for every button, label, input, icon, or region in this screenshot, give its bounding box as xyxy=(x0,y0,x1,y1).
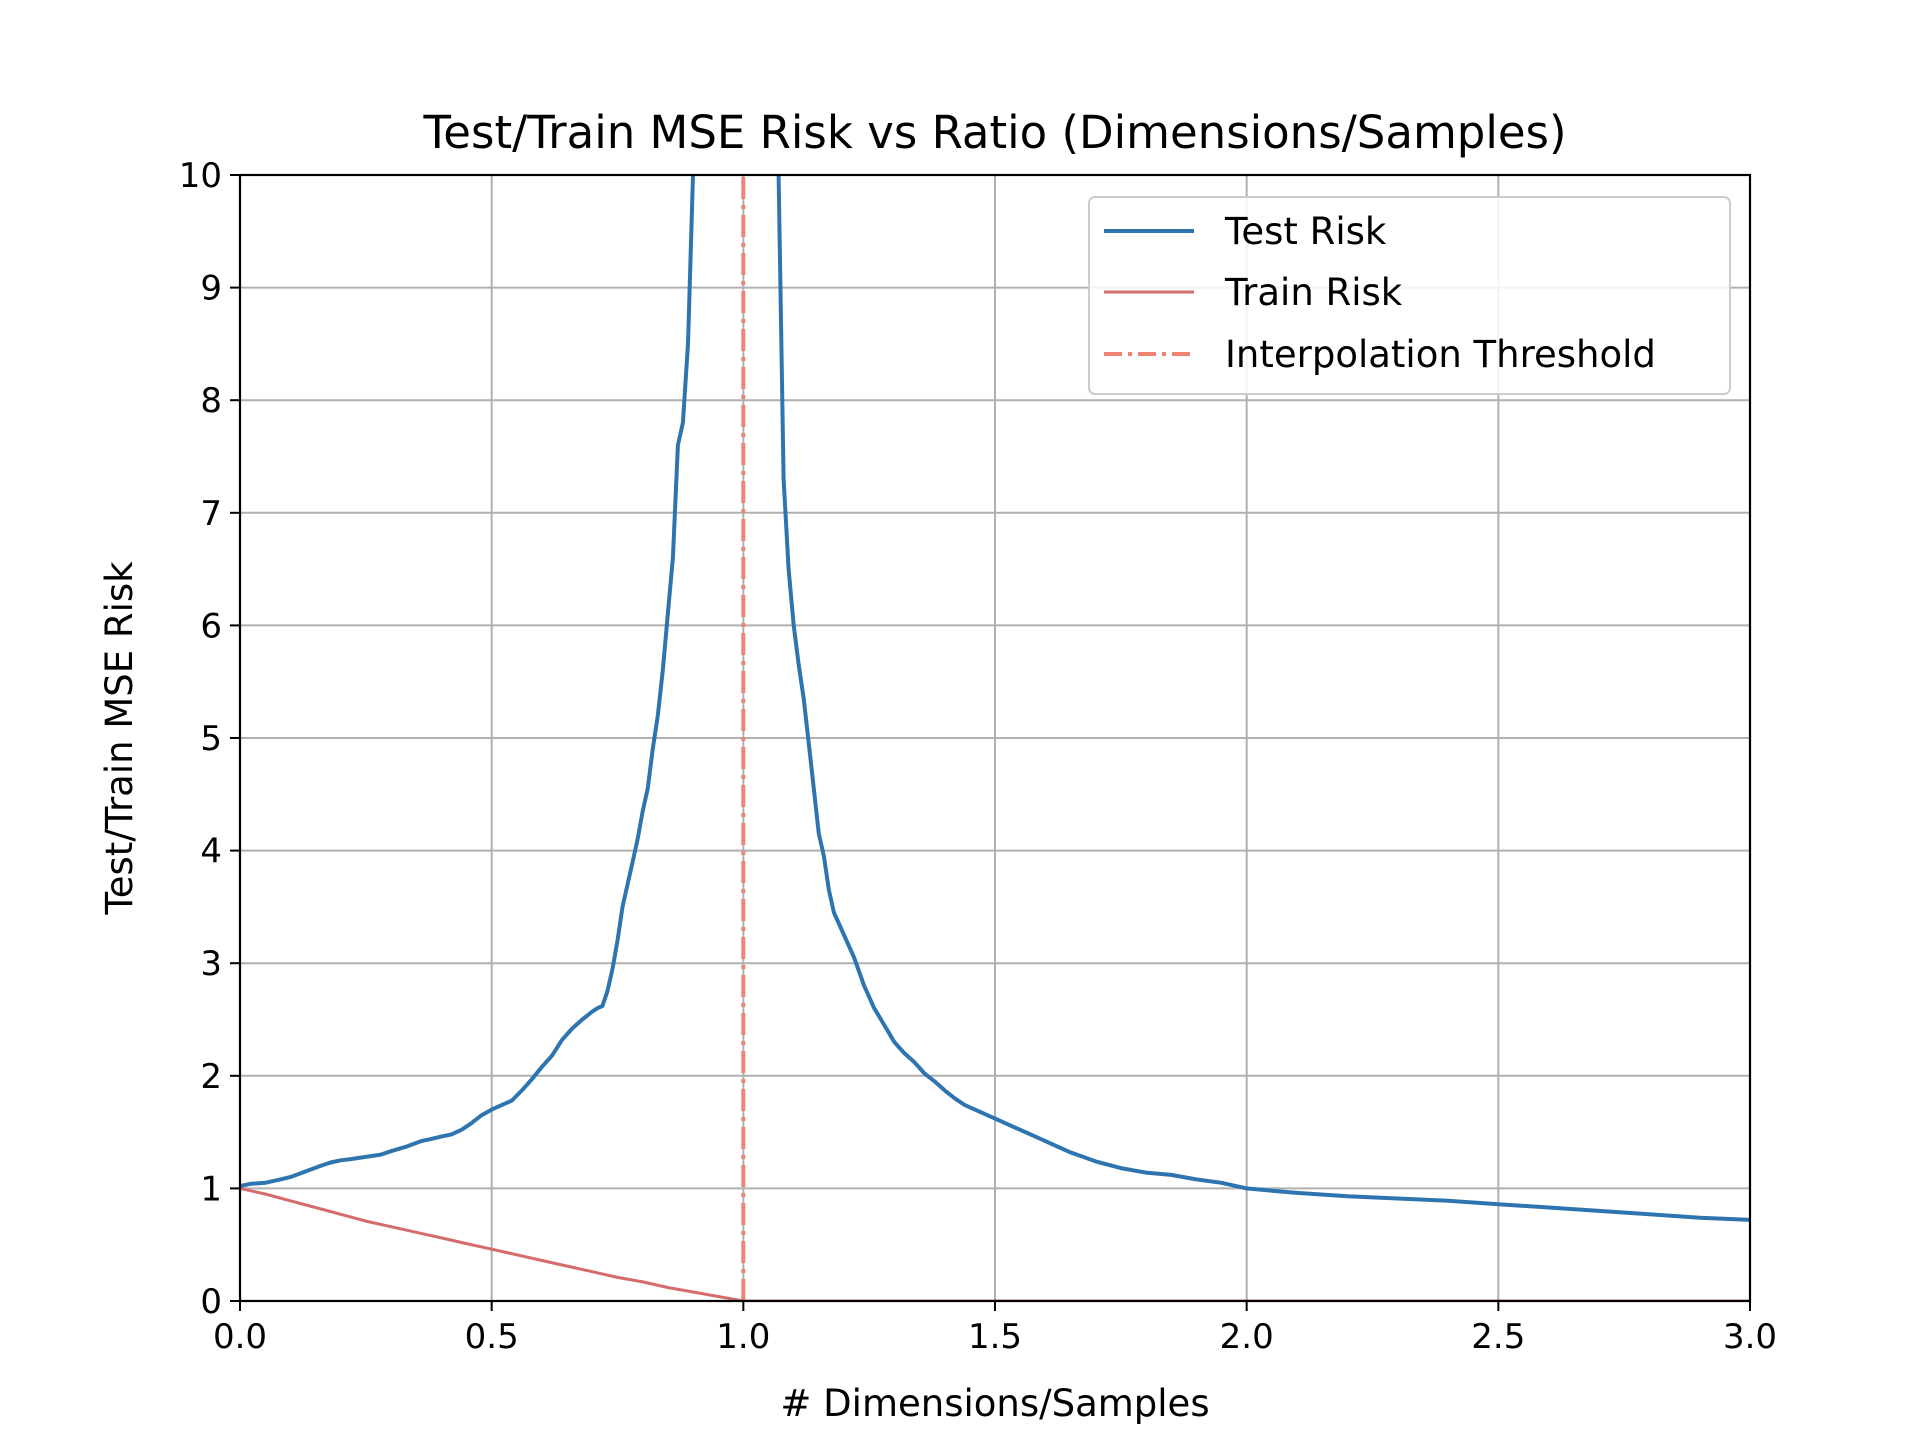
y-axis-label: Test/Train MSE Risk xyxy=(98,561,141,916)
series-layer xyxy=(240,175,1750,1301)
series-line-test-risk-left xyxy=(240,175,696,1189)
x-tick-label: 2.0 xyxy=(1220,1317,1274,1357)
plot-area xyxy=(240,175,1750,1301)
x-tick-label: 2.5 xyxy=(1471,1317,1525,1357)
chart-title: Test/Train MSE Risk vs Ratio (Dimensions… xyxy=(422,106,1566,159)
y-tick-label: 2 xyxy=(200,1057,222,1097)
legend-label-test-risk: Test Risk xyxy=(1224,210,1387,253)
legend-label-interpolation-threshold: Interpolation Threshold xyxy=(1225,333,1656,376)
x-tick-label: 1.0 xyxy=(716,1317,770,1357)
series-line-test-risk-right xyxy=(776,175,1750,1222)
legend-label-train-risk: Train Risk xyxy=(1224,271,1403,314)
ticks: 0.0 0.5 1.0 1.5 2.0 2.5 3.0 0 1 2 3 4 5 6 7 8 9 10 xyxy=(179,156,1777,1357)
legend: Test Risk Train Risk Interpolation Thres… xyxy=(1088,196,1731,395)
y-tick-label: 10 xyxy=(179,156,222,196)
y-tick-label: 3 xyxy=(200,944,222,984)
y-tick-label: 9 xyxy=(200,269,222,309)
x-tick-label: 3.0 xyxy=(1723,1317,1777,1357)
x-axis-label: # Dimensions/Samples xyxy=(780,1382,1209,1425)
y-tick-label: 4 xyxy=(200,832,222,872)
x-tick-label: 0.0 xyxy=(213,1317,267,1357)
y-tick-label: 8 xyxy=(200,381,222,421)
series-line-train-risk xyxy=(240,1186,1750,1301)
y-tick-label: 1 xyxy=(200,1169,222,1209)
y-tick-label: 6 xyxy=(200,606,222,646)
y-tick-label: 7 xyxy=(200,494,222,534)
y-tick-label: 5 xyxy=(200,719,222,759)
x-tick-label: 0.5 xyxy=(465,1317,519,1357)
y-tick-label: 0 xyxy=(200,1282,222,1322)
x-tick-label: 1.5 xyxy=(968,1317,1022,1357)
legend-box xyxy=(1088,196,1731,395)
